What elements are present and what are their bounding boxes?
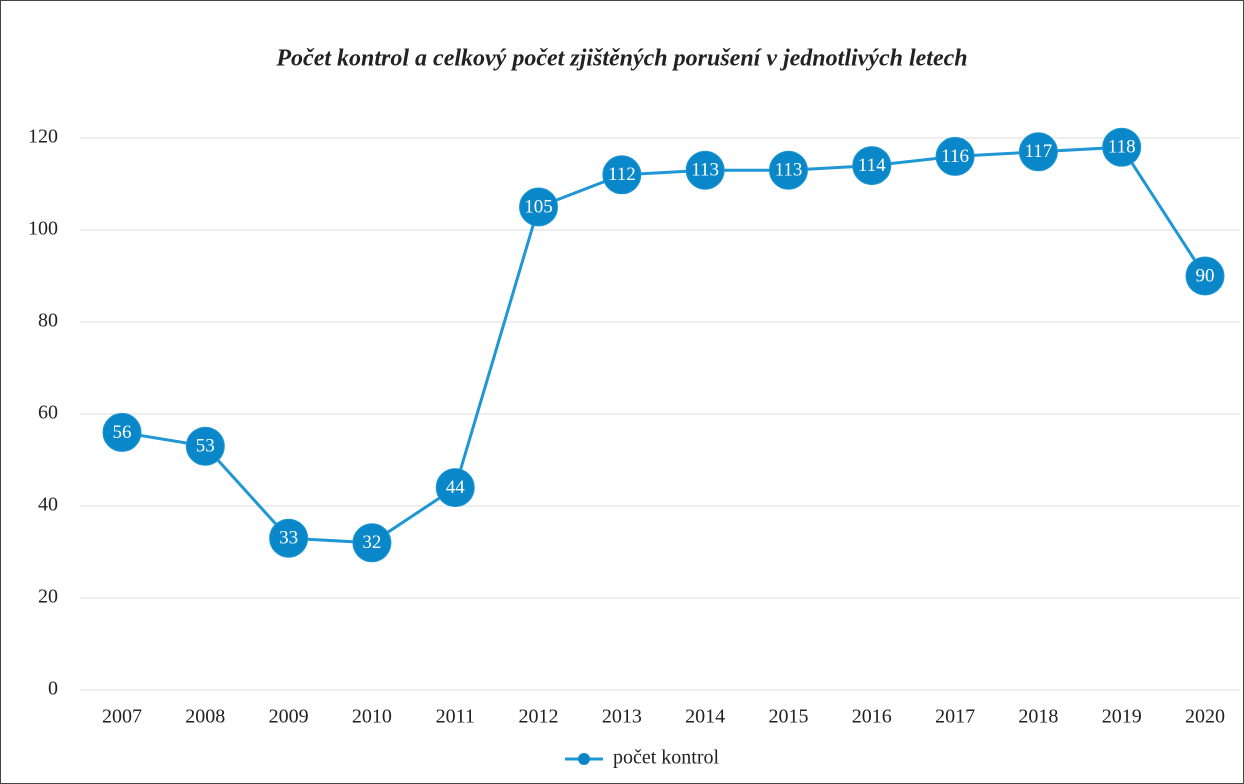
data-label: 118 [1108, 137, 1136, 158]
x-tick-label: 2017 [935, 706, 975, 728]
data-label: 53 [196, 436, 215, 457]
data-label: 56 [113, 422, 132, 443]
x-tick-label: 2013 [602, 706, 642, 728]
data-point [1185, 256, 1225, 296]
y-tick-label: 80 [38, 310, 58, 332]
x-tick-label: 2012 [519, 706, 559, 728]
data-label: 32 [362, 532, 381, 553]
x-tick-label: 2020 [1185, 706, 1225, 728]
x-tick-label: 2009 [269, 706, 309, 728]
data-point [852, 146, 892, 186]
x-tick-label: 2015 [768, 706, 808, 728]
data-point [102, 412, 142, 452]
y-tick-label: 100 [28, 218, 58, 240]
y-tick-label: 60 [38, 402, 58, 424]
data-point [519, 187, 559, 227]
data-point [435, 468, 475, 508]
data-label: 116 [941, 146, 969, 167]
data-label: 44 [446, 477, 466, 498]
data-point [935, 136, 975, 176]
x-tick-label: 2008 [185, 706, 225, 728]
x-tick-label: 2019 [1102, 706, 1142, 728]
data-label: 112 [608, 164, 636, 185]
data-label: 90 [1196, 265, 1215, 286]
data-label: 113 [775, 160, 803, 181]
data-label: 33 [279, 528, 298, 549]
y-tick-label: 20 [38, 586, 58, 608]
y-tick-label: 40 [38, 494, 58, 516]
x-tick-label: 2010 [352, 706, 392, 728]
data-point [185, 426, 225, 466]
x-tick-label: 2014 [685, 706, 725, 728]
x-tick-label: 2016 [852, 706, 892, 728]
data-label: 114 [858, 155, 886, 176]
data-point [1102, 127, 1142, 167]
data-point [685, 150, 725, 190]
x-tick-label: 2018 [1018, 706, 1058, 728]
data-point [269, 518, 309, 558]
chart-title: Počet kontrol a celkový počet zjištěných… [275, 46, 967, 72]
legend-marker [578, 753, 590, 765]
x-tick-label: 2007 [102, 706, 142, 728]
data-point [768, 150, 808, 190]
data-point [352, 523, 392, 563]
y-tick-label: 120 [28, 126, 58, 148]
x-tick-label: 2011 [436, 706, 475, 728]
data-label: 113 [691, 160, 719, 181]
data-label: 105 [524, 196, 553, 217]
data-label: 117 [1024, 141, 1052, 162]
y-tick-label: 0 [48, 678, 58, 700]
data-point [1018, 132, 1058, 172]
legend-label: počet kontrol [613, 747, 720, 769]
data-point [602, 155, 642, 195]
